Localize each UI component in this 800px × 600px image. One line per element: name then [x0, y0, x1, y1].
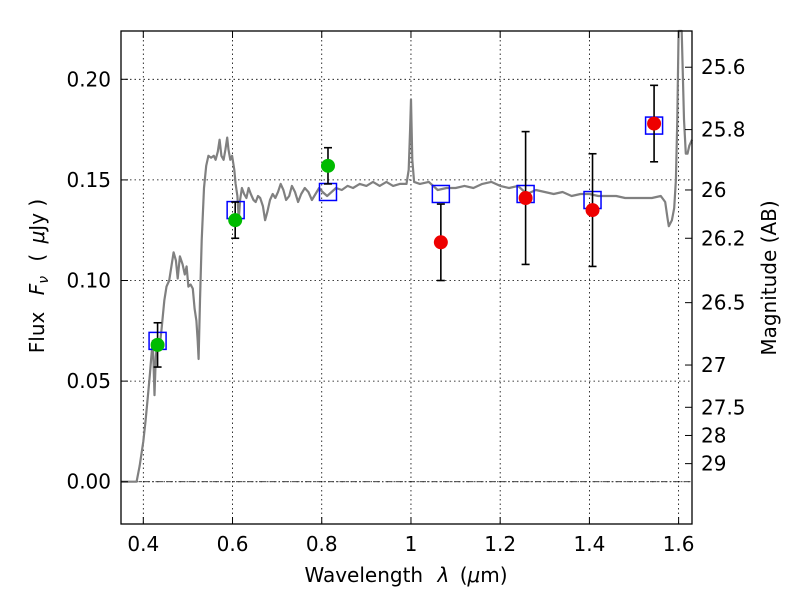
magnitude-tick-label: 28 [701, 423, 726, 447]
magnitude-tick-label: 26 [701, 178, 726, 202]
observed-red-point [647, 116, 662, 131]
x-tick-label: 0.6 [217, 532, 249, 556]
observed-point-layer [150, 116, 662, 352]
observed-green-point [228, 213, 243, 228]
magnitude-axis-title: Magnitude (AB) [757, 200, 781, 355]
magnitude-tick-label: 29 [701, 452, 726, 476]
plot-frame [120, 30, 693, 525]
observed-green-point [150, 337, 165, 352]
y-tick-label: 0.15 [66, 168, 111, 192]
y-tick-label: 0.05 [66, 369, 111, 393]
magnitude-tick-label: 25.8 [701, 118, 746, 142]
observed-red-point [585, 203, 600, 218]
magnitude-tick-label: 26.5 [701, 291, 746, 315]
x-tick-label: 1.4 [573, 532, 605, 556]
magnitude-tick-labels: 25.6 25.8 26 26.2 26.5 27 27.5 28 29 [701, 55, 746, 475]
x-tick-label: 0.4 [127, 532, 159, 556]
grid [121, 31, 692, 524]
y-axis-title: Flux Fν ( μJy ) [25, 199, 53, 353]
errorbar-layer [153, 84, 659, 368]
sed-curve [121, 29, 694, 483]
x-tick-labels: 0.4 0.6 0.8 1 1.2 1.4 1.6 [127, 532, 694, 556]
ticks [121, 31, 692, 524]
x-tick-label: 1.2 [484, 532, 516, 556]
x-tick-label: 1.6 [663, 532, 695, 556]
observed-red-point [433, 235, 448, 250]
magnitude-tick-label: 27 [701, 353, 726, 377]
magnitude-tick-label: 27.5 [701, 395, 746, 419]
y-tick-label: 0.20 [66, 67, 111, 91]
x-tick-label: 1 [405, 532, 418, 556]
sed-layer [121, 29, 694, 483]
magnitude-tick-label: 26.2 [701, 226, 746, 250]
observed-green-point [320, 158, 335, 173]
y-tick-label: 0.00 [66, 470, 111, 494]
x-axis-title: Wavelength λ (μm) [304, 563, 507, 587]
model-photometry-square [431, 184, 451, 204]
y-tick-label: 0.10 [66, 269, 111, 293]
observed-red-point [518, 191, 533, 206]
y-tick-labels: 0.00 0.05 0.10 0.15 0.20 [66, 67, 111, 493]
magnitude-tick-label: 25.6 [701, 55, 746, 79]
x-tick-label: 0.8 [306, 532, 338, 556]
